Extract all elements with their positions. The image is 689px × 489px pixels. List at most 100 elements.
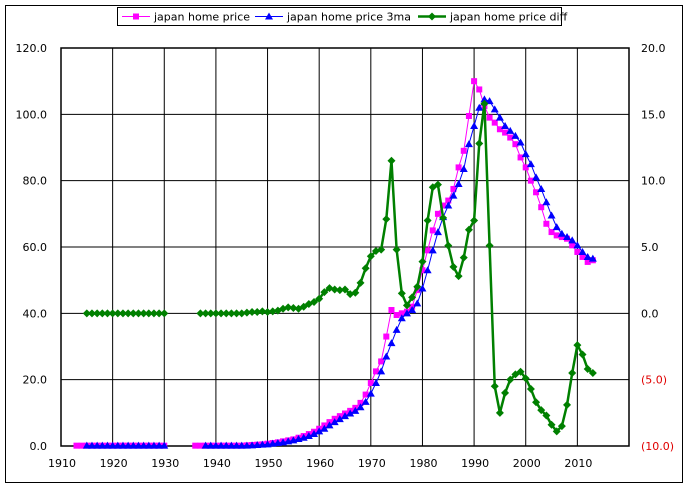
triangle-marker	[470, 121, 479, 129]
triangle-marker	[346, 409, 355, 417]
diamond-marker	[588, 369, 597, 378]
square-marker	[357, 399, 364, 406]
triangle-marker	[392, 325, 401, 333]
triangle-marker	[149, 441, 158, 449]
triangle-marker	[547, 211, 556, 219]
y-tick-label: 20.0	[23, 374, 48, 387]
y2-tick-label: 0.0	[641, 307, 659, 320]
y2-tick-label: 10.0	[641, 175, 666, 188]
square-marker	[512, 141, 519, 148]
diamond-marker	[449, 262, 458, 271]
y2-tick-label: 20.0	[641, 42, 666, 55]
diamond-marker	[155, 309, 164, 318]
diamond-marker	[495, 408, 504, 417]
diamond-marker	[552, 427, 561, 436]
x-tick-label: 1940	[203, 457, 231, 470]
x-tick-label: 1930	[151, 457, 179, 470]
y2-tick-label: (10.0)	[641, 440, 674, 453]
diamond-marker	[387, 156, 396, 165]
triangle-marker	[516, 138, 525, 146]
triangle-marker	[144, 441, 153, 449]
triangle-marker	[351, 406, 360, 414]
triangle-marker	[113, 441, 122, 449]
square-marker	[398, 310, 405, 317]
legend-label: japan home price diff	[449, 11, 568, 24]
diamond-marker	[149, 309, 158, 318]
diamond-marker	[242, 308, 251, 317]
triangle-marker	[418, 284, 427, 292]
diamond-marker	[315, 294, 324, 303]
square-marker	[434, 210, 441, 217]
legend: japan home price japan home price 3ma japa…	[117, 7, 568, 26]
diamond-marker	[206, 309, 215, 318]
square-marker	[419, 267, 426, 274]
diamond-marker	[568, 369, 577, 378]
triangle-marker	[237, 441, 246, 449]
square-marker	[393, 311, 400, 318]
triangle-marker	[537, 184, 546, 192]
diamond-marker	[516, 367, 525, 376]
x-tick-label: 1990	[461, 457, 489, 470]
triangle-marker	[304, 432, 313, 440]
diamond-marker	[232, 309, 241, 318]
triangle-marker	[511, 131, 520, 139]
diamond-marker	[211, 309, 220, 318]
square-marker	[372, 368, 379, 375]
diamond-marker	[129, 309, 138, 318]
triangle-marker	[428, 246, 437, 254]
square-marker	[476, 86, 483, 93]
triangle-marker	[557, 229, 566, 237]
y-tick-label: 40.0	[23, 307, 48, 320]
diamond-marker	[459, 253, 468, 262]
triangle-marker	[139, 441, 148, 449]
triangle-marker	[211, 441, 220, 449]
diamond-marker	[196, 309, 205, 318]
diamond-marker	[103, 309, 112, 318]
triangle-marker	[310, 430, 319, 438]
triangle-marker	[521, 150, 530, 158]
diamond-marker	[408, 293, 417, 302]
diamond-marker	[470, 216, 479, 225]
square-marker	[465, 112, 472, 119]
diamond-marker	[98, 309, 107, 318]
triangle-marker	[217, 441, 226, 449]
triangle-marker	[356, 403, 365, 411]
diamond-marker	[248, 308, 257, 317]
triangle-marker	[542, 198, 551, 206]
square-marker	[367, 379, 374, 386]
triangle-marker	[490, 105, 499, 113]
diamond-marker	[113, 309, 122, 318]
diamond-marker	[258, 307, 267, 316]
diamond-marker	[366, 252, 375, 261]
y-axis-left: 0.0 20.0 40.0 60.0 80.0 100.0 120.0	[16, 42, 48, 453]
diamond-marker	[222, 309, 231, 318]
diamond-marker	[377, 245, 386, 254]
triangle-marker	[124, 441, 133, 449]
diamond-marker	[526, 384, 535, 393]
diamond-marker	[464, 225, 473, 234]
triangle-marker	[588, 254, 597, 262]
diamond-marker	[82, 309, 91, 318]
diamond-marker	[361, 264, 370, 273]
diamond-marker	[392, 245, 401, 254]
square-marker	[445, 197, 452, 204]
square-marker	[543, 220, 550, 227]
triangle-marker	[495, 113, 504, 121]
diamond-marker	[485, 241, 494, 250]
square-marker	[78, 442, 85, 449]
y2-tick-label: 15.0	[641, 108, 666, 121]
triangle-marker	[371, 378, 380, 386]
diamond-marker	[439, 213, 448, 222]
diamond-marker	[428, 12, 436, 21]
y-tick-label: 0.0	[30, 440, 48, 453]
triangle-marker	[377, 367, 386, 375]
square-marker	[517, 154, 524, 161]
diamond-marker	[108, 309, 117, 318]
diamond-marker	[351, 288, 360, 297]
triangle-marker	[366, 389, 375, 397]
diamond-marker	[542, 411, 551, 420]
triangle-marker	[82, 441, 91, 449]
square-marker	[486, 114, 493, 121]
diamond-marker	[320, 288, 329, 297]
triangle-marker	[433, 228, 442, 236]
